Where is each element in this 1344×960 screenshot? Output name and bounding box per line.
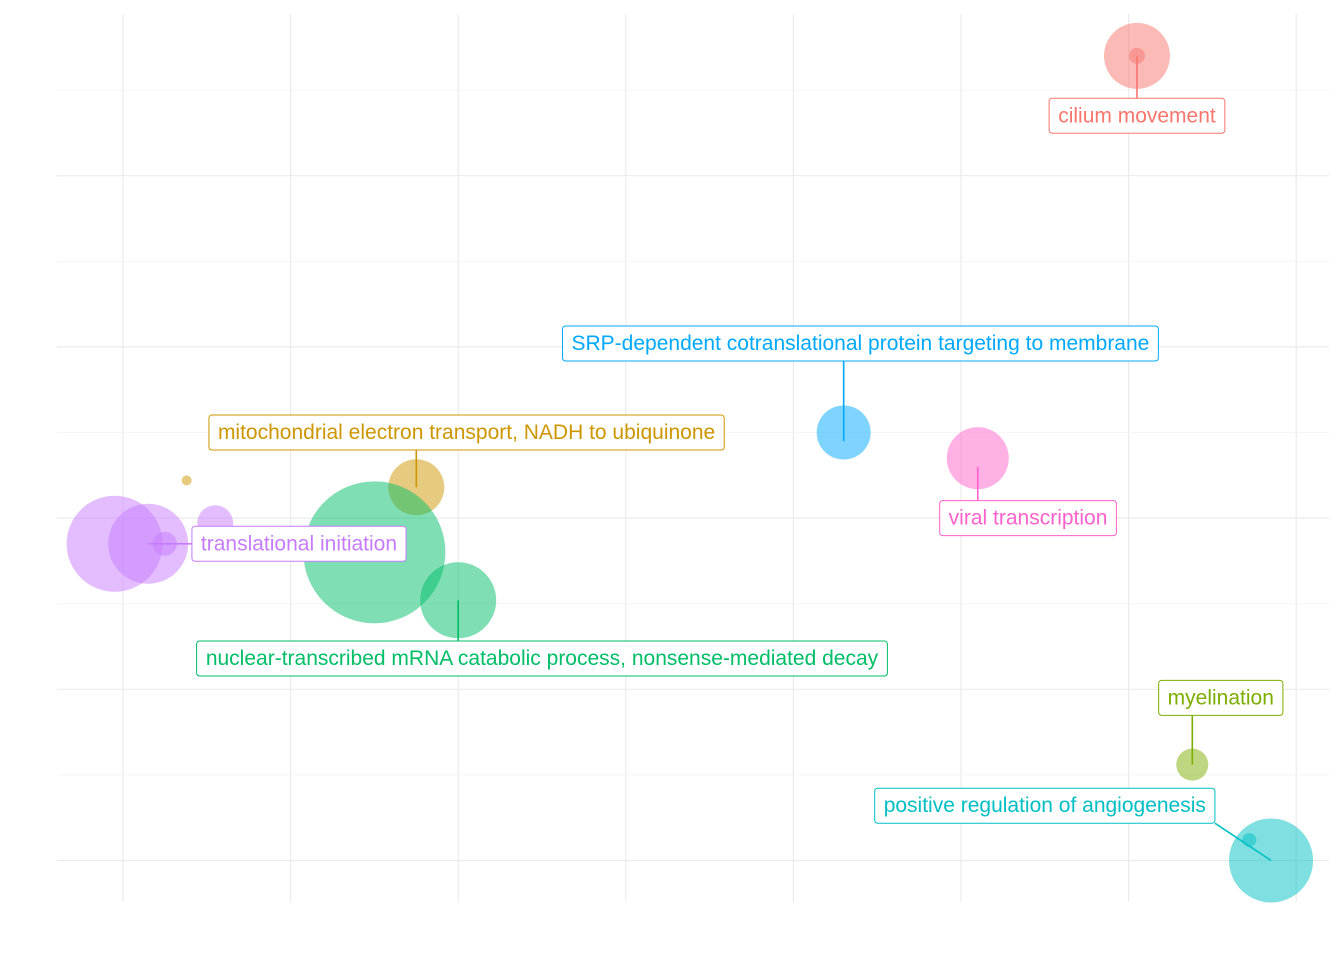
annotation-label-text: cilium movement [1058, 104, 1216, 127]
annotation-label-box [874, 787, 1216, 824]
bubble-point [181, 475, 192, 486]
annotation-labels: cilium movement SRP-dependent cotranslati… [191, 97, 1284, 824]
annotation-label-box [208, 414, 725, 451]
bubble-point [946, 427, 1009, 490]
annotation-label-text: nuclear-transcribed mRNA catabolic proce… [206, 647, 879, 670]
annotation-label: nuclear-transcribed mRNA catabolic proce… [196, 640, 888, 677]
annotation-label: viral transcription [939, 500, 1117, 537]
leader-lines [148, 55, 1272, 862]
annotation-label: positive regulation of angiogenesis [874, 787, 1216, 824]
bubble-point [1242, 832, 1257, 847]
grid [57, 14, 1329, 902]
annotation-label-box [939, 500, 1117, 537]
annotation-label-text: viral transcription [949, 507, 1108, 530]
annotation-label-box [191, 525, 407, 562]
annotation-label-box [196, 640, 888, 677]
annotation-label-text: translational initiation [201, 532, 397, 555]
annotation-label: translational initiation [191, 525, 407, 562]
annotation-label-text: mitochondrial electron transport, NADH t… [218, 421, 715, 444]
annotation-label-box [562, 325, 1159, 362]
annotation-label: myelination [1158, 679, 1284, 716]
bubbles [66, 22, 1314, 903]
annotation-label-text: myelination [1168, 686, 1274, 709]
annotation-label: mitochondrial electron transport, NADH t… [208, 414, 725, 451]
annotation-label: cilium movement [1048, 97, 1226, 134]
annotation-label-text: SRP-dependent cotranslational protein ta… [572, 332, 1150, 355]
annotation-label-box [1158, 679, 1284, 716]
annotation-label-box [1048, 97, 1226, 134]
leader-line [1214, 822, 1272, 862]
annotation-label-text: positive regulation of angiogenesis [884, 794, 1206, 817]
annotation-label: SRP-dependent cotranslational protein ta… [562, 325, 1159, 362]
